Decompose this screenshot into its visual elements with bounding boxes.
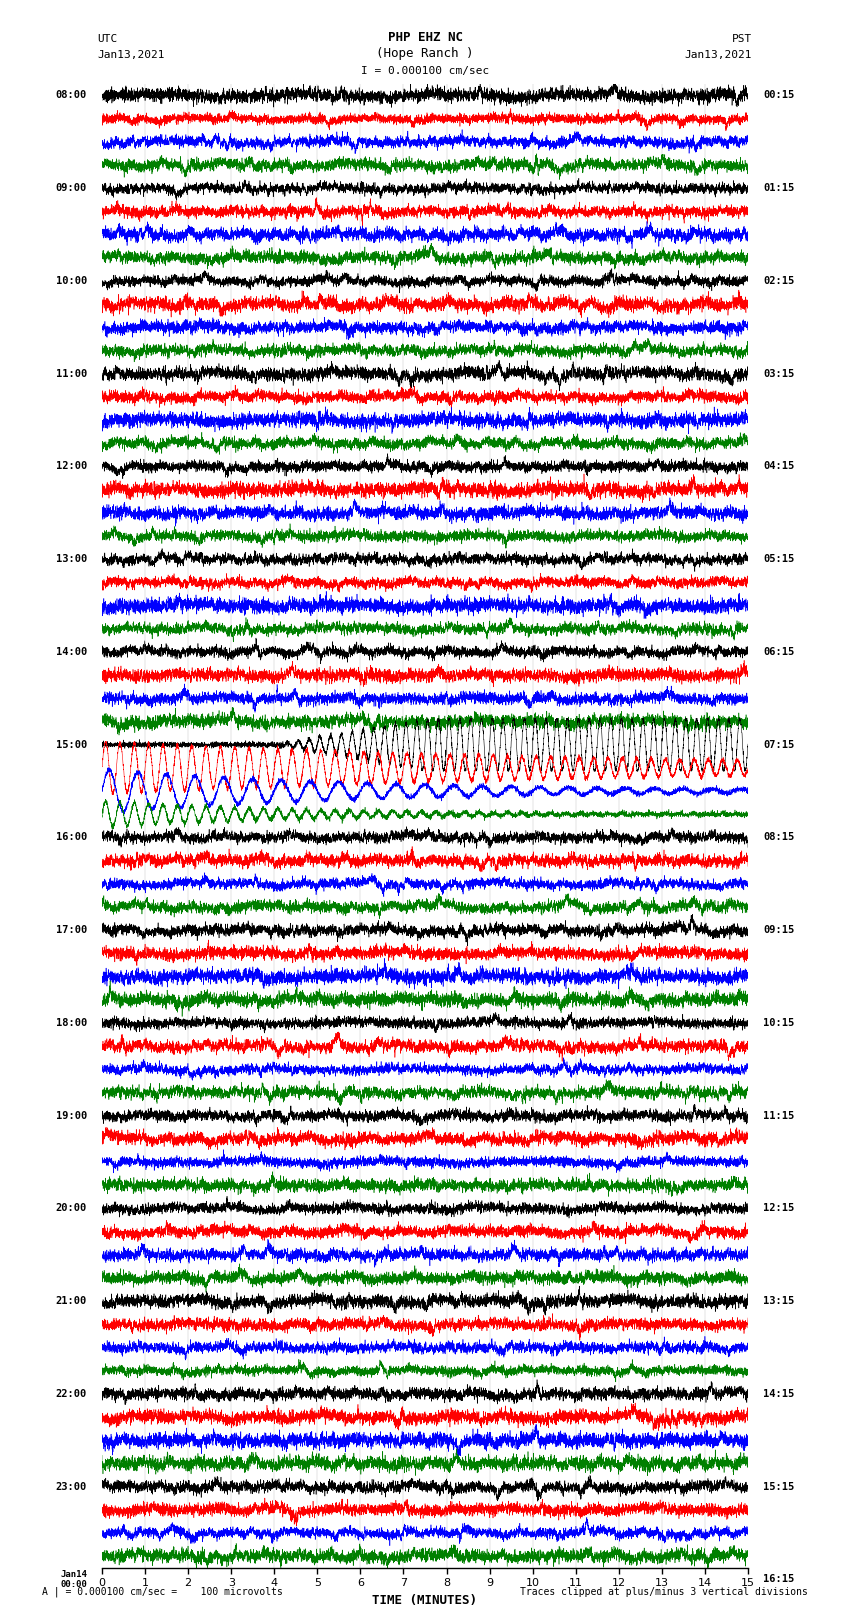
Text: 20:00: 20:00 xyxy=(56,1203,87,1213)
Text: 06:15: 06:15 xyxy=(763,647,794,656)
Text: 08:15: 08:15 xyxy=(763,832,794,842)
Text: 10:00: 10:00 xyxy=(56,276,87,286)
Text: 17:00: 17:00 xyxy=(56,926,87,936)
Text: 12:00: 12:00 xyxy=(56,461,87,471)
Text: 21:00: 21:00 xyxy=(56,1297,87,1307)
Text: 23:00: 23:00 xyxy=(56,1482,87,1492)
Text: 05:15: 05:15 xyxy=(763,555,794,565)
Text: 22:00: 22:00 xyxy=(56,1389,87,1398)
Text: UTC: UTC xyxy=(98,34,118,44)
Text: Jan13,2021: Jan13,2021 xyxy=(98,50,165,60)
Text: 01:15: 01:15 xyxy=(763,184,794,194)
Text: 15:15: 15:15 xyxy=(763,1482,794,1492)
Text: 13:00: 13:00 xyxy=(56,555,87,565)
Text: 14:00: 14:00 xyxy=(56,647,87,656)
Text: Traces clipped at plus/minus 3 vertical divisions: Traces clipped at plus/minus 3 vertical … xyxy=(519,1587,808,1597)
Text: Jan14
00:00: Jan14 00:00 xyxy=(60,1569,87,1589)
Text: 09:15: 09:15 xyxy=(763,926,794,936)
Text: 04:15: 04:15 xyxy=(763,461,794,471)
X-axis label: TIME (MINUTES): TIME (MINUTES) xyxy=(372,1594,478,1607)
Text: PST: PST xyxy=(732,34,752,44)
Text: 14:15: 14:15 xyxy=(763,1389,794,1398)
Text: 11:00: 11:00 xyxy=(56,369,87,379)
Text: 08:00: 08:00 xyxy=(56,90,87,100)
Text: 02:15: 02:15 xyxy=(763,276,794,286)
Text: 19:00: 19:00 xyxy=(56,1111,87,1121)
Text: 12:15: 12:15 xyxy=(763,1203,794,1213)
Text: 18:00: 18:00 xyxy=(56,1018,87,1027)
Text: 07:15: 07:15 xyxy=(763,740,794,750)
Text: Jan13,2021: Jan13,2021 xyxy=(685,50,752,60)
Text: (Hope Ranch ): (Hope Ranch ) xyxy=(377,47,473,60)
Text: 15:00: 15:00 xyxy=(56,740,87,750)
Text: 03:15: 03:15 xyxy=(763,369,794,379)
Text: A | = 0.000100 cm/sec =    100 microvolts: A | = 0.000100 cm/sec = 100 microvolts xyxy=(42,1586,283,1597)
Text: PHP EHZ NC: PHP EHZ NC xyxy=(388,31,462,44)
Text: 09:00: 09:00 xyxy=(56,184,87,194)
Text: 10:15: 10:15 xyxy=(763,1018,794,1027)
Text: 11:15: 11:15 xyxy=(763,1111,794,1121)
Text: 13:15: 13:15 xyxy=(763,1297,794,1307)
Text: 00:15: 00:15 xyxy=(763,90,794,100)
Text: 16:00: 16:00 xyxy=(56,832,87,842)
Text: 16:15: 16:15 xyxy=(763,1574,794,1584)
Text: I = 0.000100 cm/sec: I = 0.000100 cm/sec xyxy=(361,66,489,76)
